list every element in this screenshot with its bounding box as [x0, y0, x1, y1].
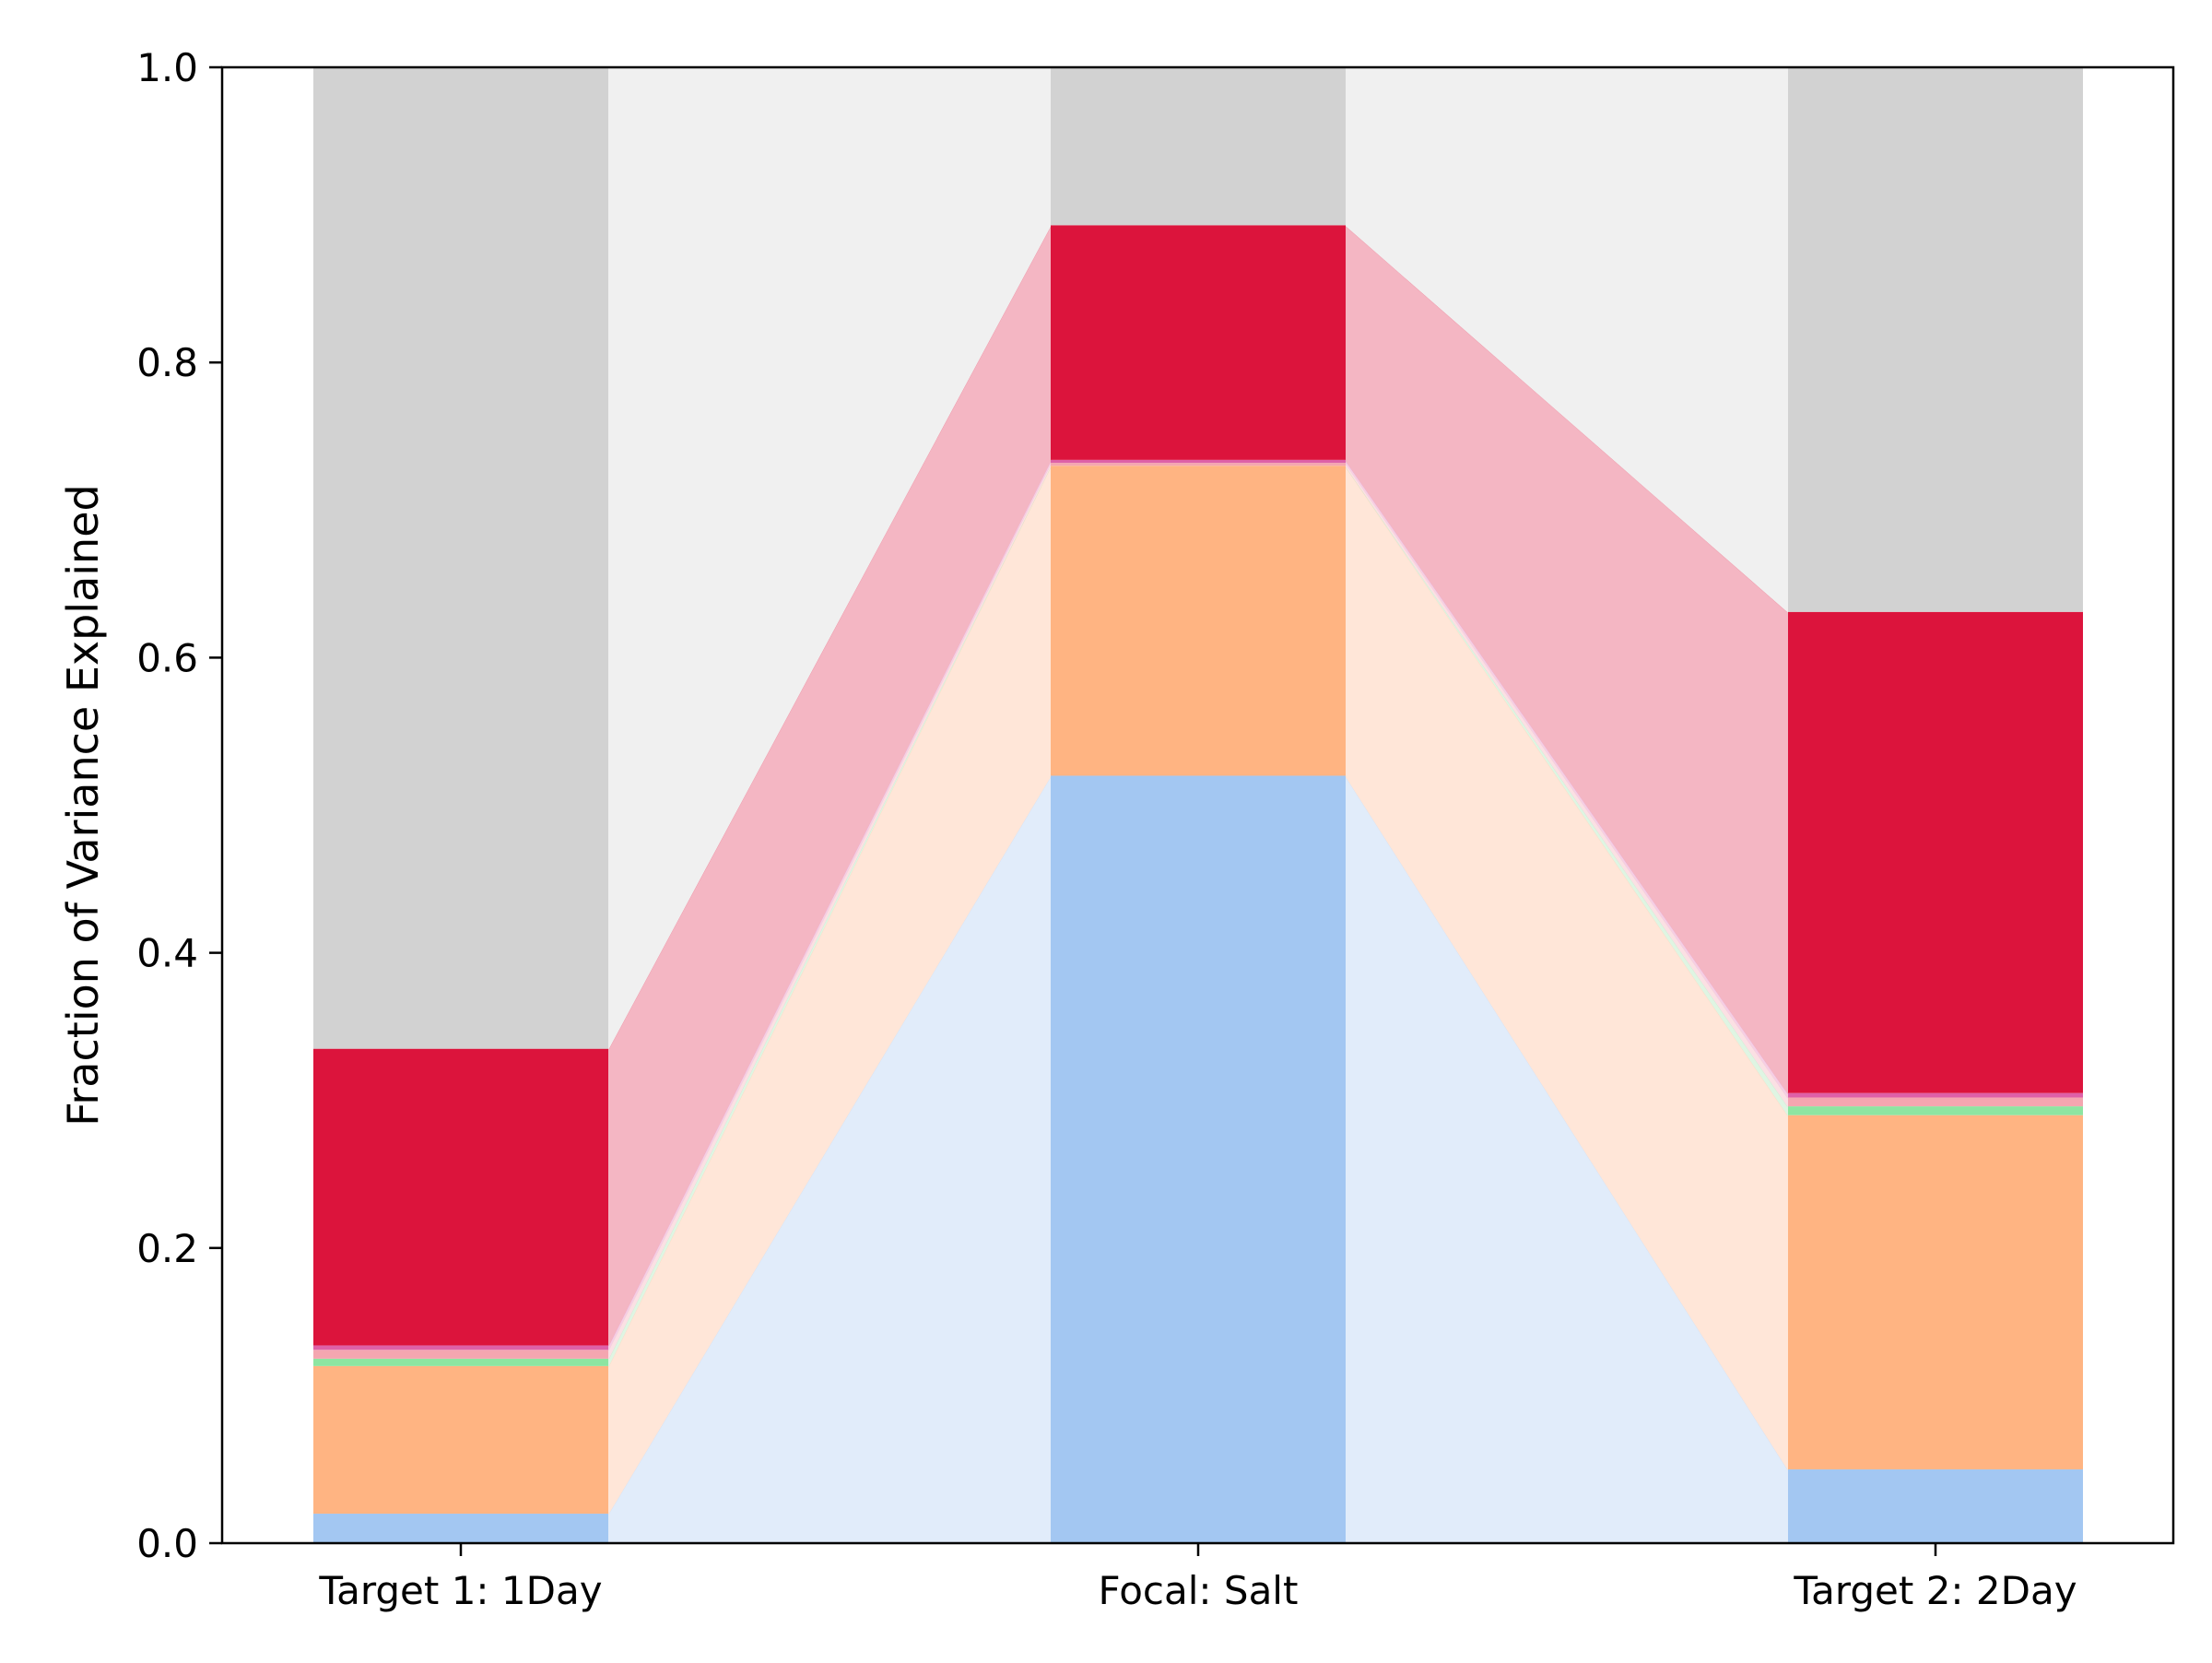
- y-tick-label: 0.0: [136, 1521, 198, 1566]
- x-tick-label: Target 1: 1Day: [318, 1568, 602, 1613]
- bar-segment-0-6: [313, 67, 608, 1049]
- y-axis: 0.0 0.2 0.4 0.6 0.8 1.0: [136, 45, 222, 1566]
- bar-segment-2-2: [1788, 1106, 2083, 1115]
- bar-segment-0-3: [313, 1350, 608, 1359]
- bar-segment-0-2: [313, 1358, 608, 1366]
- bar-segment-1-4: [1051, 459, 1346, 464]
- y-tick-label: 1.0: [136, 45, 198, 90]
- bar-segment-0-5: [313, 1048, 608, 1346]
- y-axis-label: Fraction of Variance Explained: [58, 484, 108, 1126]
- connector-bands: [607, 66, 1789, 1544]
- bar-segment-1-0: [1051, 775, 1346, 1543]
- bar-segment-2-4: [1788, 1092, 2083, 1098]
- bar-segment-0-0: [313, 1513, 608, 1543]
- x-axis: Target 1: 1Day Focal: Salt Target 2: 2Day: [318, 1543, 2077, 1613]
- bar-segment-2-5: [1788, 611, 2083, 1093]
- bar-segment-1-3: [1051, 463, 1346, 466]
- y-tick-label: 0.8: [136, 340, 198, 385]
- bar-segment-2-6: [1788, 67, 2083, 612]
- bar-segment-2-3: [1788, 1097, 2083, 1107]
- bar-segment-1-1: [1051, 466, 1346, 776]
- bar-segment-0-1: [313, 1365, 608, 1514]
- y-tick-label: 0.2: [136, 1226, 198, 1271]
- bar-segment-2-1: [1788, 1115, 2083, 1469]
- bar-segment-0-4: [313, 1345, 608, 1350]
- bar-segment-1-6: [1051, 67, 1346, 226]
- bar-segments: [313, 67, 2083, 1543]
- bar-segment-1-5: [1051, 225, 1346, 460]
- x-tick-label: Target 2: 2Day: [1793, 1568, 2077, 1613]
- y-tick-label: 0.6: [136, 635, 198, 680]
- bar-segment-2-0: [1788, 1468, 2083, 1543]
- x-tick-label: Focal: Salt: [1099, 1568, 1299, 1613]
- y-tick-label: 0.4: [136, 931, 198, 976]
